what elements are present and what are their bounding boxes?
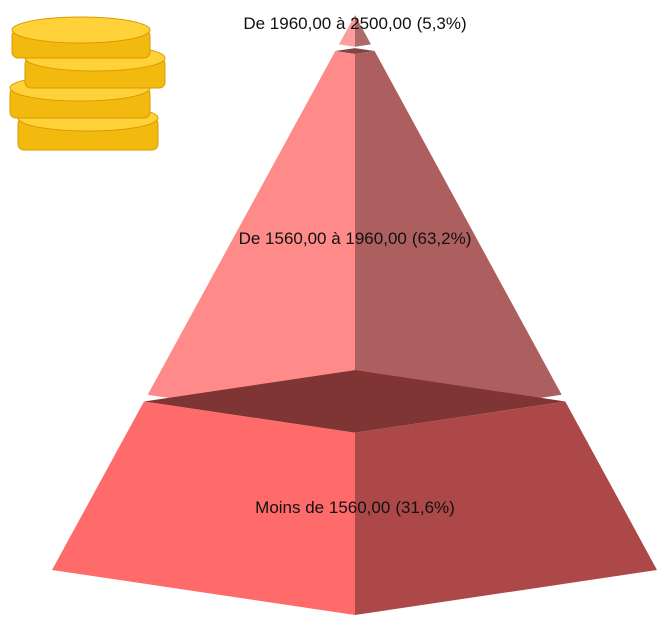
segment-category: De 1960,00 à 2500,00 (243, 14, 411, 33)
segment-category: Moins de 1560,00 (255, 498, 390, 517)
segment-value-label: (31,6%) (395, 498, 455, 517)
page: {"chart_data": {"type": "pyramid", "cate… (0, 0, 657, 617)
chart: De 1960,00 à 2500,00 (5,3%) De 1560,00 à 1… (0, 0, 657, 617)
segment-category: De 1560,00 à 1960,00 (239, 229, 407, 248)
segment-value-label: (63,2%) (412, 229, 472, 248)
segment-label: De 1960,00 à 2500,00 (5,3%) (243, 14, 466, 33)
segment-label: De 1560,00 à 1960,00 (63,2%) (239, 229, 472, 248)
pyramid-segment (52, 370, 657, 615)
segment-value-label: (5,3%) (417, 14, 467, 33)
segment-label: Moins de 1560,00 (31,6%) (255, 498, 455, 517)
coins-icon (10, 17, 165, 150)
